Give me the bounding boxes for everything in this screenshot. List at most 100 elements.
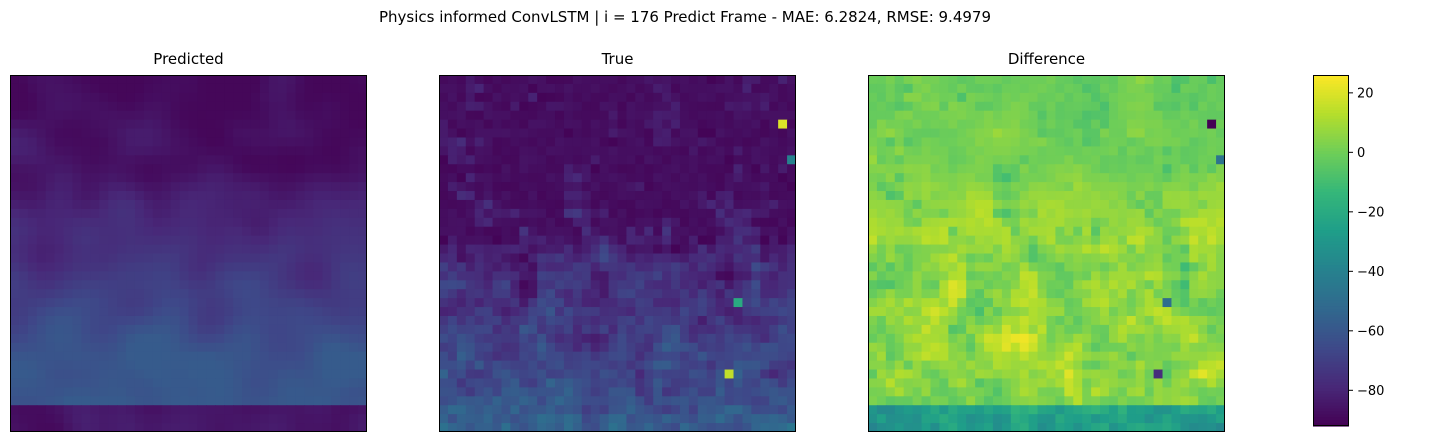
difference-heatmap-cell (1055, 423, 1065, 432)
difference-heatmap-cell (885, 182, 896, 192)
true-heatmap-cell (510, 298, 520, 308)
true-heatmap-cell (501, 315, 511, 326)
predicted-heatmap-cell (90, 253, 100, 264)
true-heatmap-cell (465, 235, 476, 246)
difference-heatmap-cell (1064, 92, 1074, 103)
predicted-heatmap-cell (304, 414, 315, 424)
difference-heatmap-cell (1135, 396, 1146, 406)
true-heatmap-cell (590, 182, 601, 192)
difference-heatmap-cell (1216, 271, 1225, 281)
predicted-heatmap-cell (108, 405, 118, 415)
difference-heatmap-cell (868, 137, 878, 147)
true-heatmap-cell (769, 280, 779, 290)
predicted-heatmap-cell (161, 307, 172, 317)
difference-heatmap-cell (1010, 360, 1021, 371)
predicted-heatmap-cell (242, 378, 252, 388)
difference-heatmap-cell (1046, 155, 1057, 165)
difference-heatmap-cell (894, 280, 905, 290)
difference-heatmap-cell (939, 307, 949, 317)
true-heatmap-cell (635, 75, 645, 85)
difference-heatmap-cell (912, 351, 923, 362)
predicted-heatmap-cell (126, 92, 136, 103)
predicted-heatmap-cell (72, 280, 82, 290)
true-heatmap-cell (769, 199, 779, 210)
predicted-heatmap-cell (170, 182, 181, 192)
difference-heatmap-cell (975, 92, 985, 103)
true-heatmap-cell (465, 414, 476, 424)
true-heatmap-cell (778, 217, 788, 228)
true-heatmap-cell (439, 199, 449, 210)
true-heatmap-cell (644, 378, 654, 388)
difference-heatmap-cell (1216, 333, 1225, 344)
difference-heatmap-cell (966, 280, 976, 290)
true-heatmap-cell (644, 307, 654, 317)
difference-heatmap-cell (948, 244, 958, 255)
predicted-heatmap-cell (161, 315, 172, 326)
predicted-heatmap-cell (295, 244, 306, 255)
true-heatmap-cell (724, 146, 735, 156)
difference-heatmap-cell (912, 324, 923, 335)
difference-heatmap-cell (903, 289, 914, 299)
true-heatmap-cell (697, 208, 708, 219)
true-heatmap-cell (679, 423, 690, 432)
predicted-heatmap-cell (63, 307, 74, 317)
true-heatmap-cell (688, 396, 699, 406)
true-heatmap-cell (465, 182, 476, 192)
difference-heatmap-cell (921, 280, 932, 290)
difference-heatmap-cell (984, 396, 994, 406)
true-heatmap-cell (751, 191, 761, 201)
predicted-heatmap-cell (81, 226, 91, 237)
difference-heatmap-cell (1073, 289, 1083, 299)
true-heatmap-cell (671, 298, 681, 308)
true-heatmap-cell (733, 351, 744, 362)
predicted-heatmap-cell (152, 244, 163, 255)
difference-heatmap-cell (1171, 423, 1181, 432)
true-heatmap-cell (447, 262, 458, 272)
predicted-heatmap-cell (322, 244, 332, 255)
true-heatmap-cell (608, 253, 619, 264)
predicted-heatmap-cell (27, 155, 38, 165)
difference-heatmap-cell (1108, 92, 1119, 103)
true-heatmap-cell (715, 199, 726, 210)
difference-heatmap-cell (903, 191, 914, 201)
true-heatmap-cell (653, 110, 663, 121)
difference-heatmap-cell (885, 387, 896, 397)
true-heatmap-cell (563, 378, 574, 388)
predicted-heatmap-cell (117, 315, 127, 326)
true-heatmap-cell (581, 405, 592, 415)
predicted-heatmap-cell (331, 191, 341, 201)
true-heatmap-cell (751, 262, 761, 272)
difference-heatmap-cell (1019, 173, 1030, 183)
predicted-heatmap-cell (81, 271, 91, 281)
predicted-heatmap-cell (277, 75, 288, 85)
difference-heatmap-cell (966, 208, 976, 219)
predicted-heatmap-cell (143, 128, 154, 139)
predicted-heatmap-cell (250, 360, 261, 371)
difference-heatmap-cell (1180, 119, 1190, 130)
true-heatmap-cell (447, 110, 458, 121)
true-heatmap-cell (555, 199, 565, 210)
true-heatmap-cell (617, 164, 628, 174)
difference-heatmap-cell (975, 298, 985, 308)
difference-heatmap-cell (1180, 191, 1190, 201)
true-heatmap-cell (581, 208, 592, 219)
difference-heatmap-cell (930, 137, 940, 147)
predicted-heatmap-cell (188, 110, 199, 121)
true-heatmap-cell (724, 351, 735, 362)
true-heatmap-cell (599, 75, 610, 85)
true-heatmap-cell (760, 208, 770, 219)
difference-heatmap-cell (957, 226, 967, 237)
colorbar-gradient-segment (1313, 162, 1349, 167)
difference-heatmap-cell (921, 289, 932, 299)
predicted-heatmap-cell (259, 92, 270, 103)
difference-heatmap-cell (1189, 271, 1199, 281)
true-heatmap-cell (653, 226, 663, 237)
true-heatmap-cell (644, 164, 654, 174)
true-heatmap-cell (742, 119, 752, 130)
predicted-heatmap-cell (170, 244, 181, 255)
difference-heatmap-cell (1001, 378, 1012, 388)
difference-heatmap-cell (1198, 414, 1208, 424)
true-heatmap-cell (528, 75, 538, 85)
true-heatmap-cell (706, 387, 717, 397)
predicted-heatmap-cell (233, 119, 243, 130)
